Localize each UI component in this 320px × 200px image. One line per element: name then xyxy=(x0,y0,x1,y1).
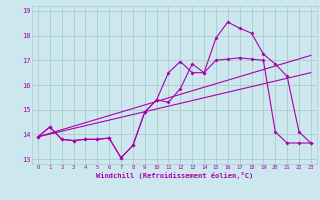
X-axis label: Windchill (Refroidissement éolien,°C): Windchill (Refroidissement éolien,°C) xyxy=(96,172,253,179)
